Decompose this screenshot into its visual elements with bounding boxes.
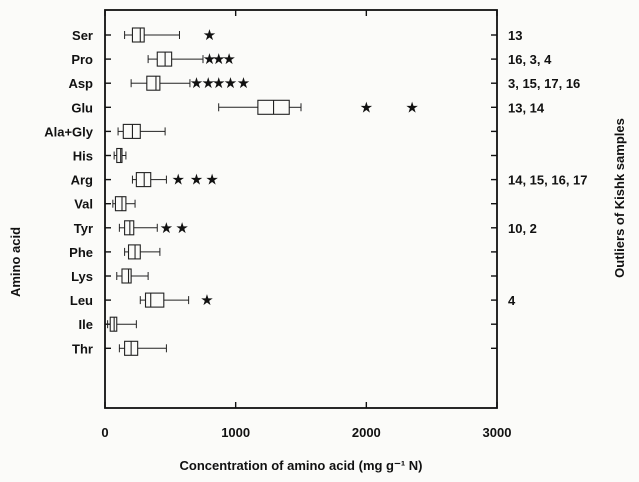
- category-label-asp: Asp: [68, 76, 93, 91]
- x-tick-label: 0: [101, 425, 108, 440]
- category-label-glu: Glu: [71, 100, 93, 115]
- category-label-tyr: Tyr: [74, 221, 93, 236]
- category-label-phe: Phe: [69, 245, 93, 260]
- outlier-star: ★: [203, 27, 216, 44]
- outlier-star: ★: [224, 75, 237, 92]
- outlier-star: ★: [205, 172, 218, 189]
- box: [157, 52, 171, 66]
- category-label-lys: Lys: [71, 269, 93, 284]
- outlier-samples-label: 3, 15, 17, 16: [508, 76, 580, 91]
- category-label-ser: Ser: [72, 28, 93, 43]
- outlier-star: ★: [171, 172, 184, 189]
- outlier-samples-label: 13, 14: [508, 100, 545, 115]
- box: [129, 245, 141, 259]
- outlier-star: ★: [222, 51, 235, 68]
- outlier-star: ★: [190, 172, 203, 189]
- outlier-star: ★: [360, 99, 373, 116]
- box: [146, 293, 164, 307]
- box: [136, 173, 150, 187]
- category-label-val: Val: [74, 197, 93, 212]
- y-axis-title: Amino acid: [8, 227, 23, 297]
- box: [132, 28, 144, 42]
- box: [123, 124, 140, 138]
- x-axis-title: Concentration of amino acid (mg g⁻¹ N): [179, 458, 422, 473]
- x-tick-label: 3000: [483, 425, 512, 440]
- x-tick-label: 2000: [352, 425, 381, 440]
- category-label-thr: Thr: [72, 341, 93, 356]
- box: [115, 197, 125, 211]
- category-label-leu: Leu: [70, 293, 93, 308]
- box: [125, 221, 134, 235]
- category-label-pro: Pro: [71, 52, 93, 67]
- box: [110, 317, 117, 331]
- outlier-samples-label: 13: [508, 28, 522, 43]
- x-tick-label: 1000: [221, 425, 250, 440]
- outlier-samples-label: 16, 3, 4: [508, 52, 552, 67]
- box: [122, 269, 131, 283]
- category-label-ile: Ile: [79, 317, 93, 332]
- outlier-star: ★: [200, 292, 213, 309]
- right-axis-title: Outliers of Kishk samples: [612, 118, 627, 278]
- outlier-samples-label: 4: [508, 293, 516, 308]
- outlier-star: ★: [237, 75, 250, 92]
- category-label-his: His: [73, 149, 93, 164]
- outlier-star: ★: [175, 220, 188, 237]
- box: [147, 76, 160, 90]
- outlier-star: ★: [405, 99, 418, 116]
- outlier-samples-label: 14, 15, 16, 17: [508, 173, 588, 188]
- outlier-star: ★: [160, 220, 173, 237]
- category-label-arg: Arg: [71, 173, 93, 188]
- category-label-ala-gly: Ala+Gly: [44, 124, 94, 139]
- outlier-samples-label: 10, 2: [508, 221, 537, 236]
